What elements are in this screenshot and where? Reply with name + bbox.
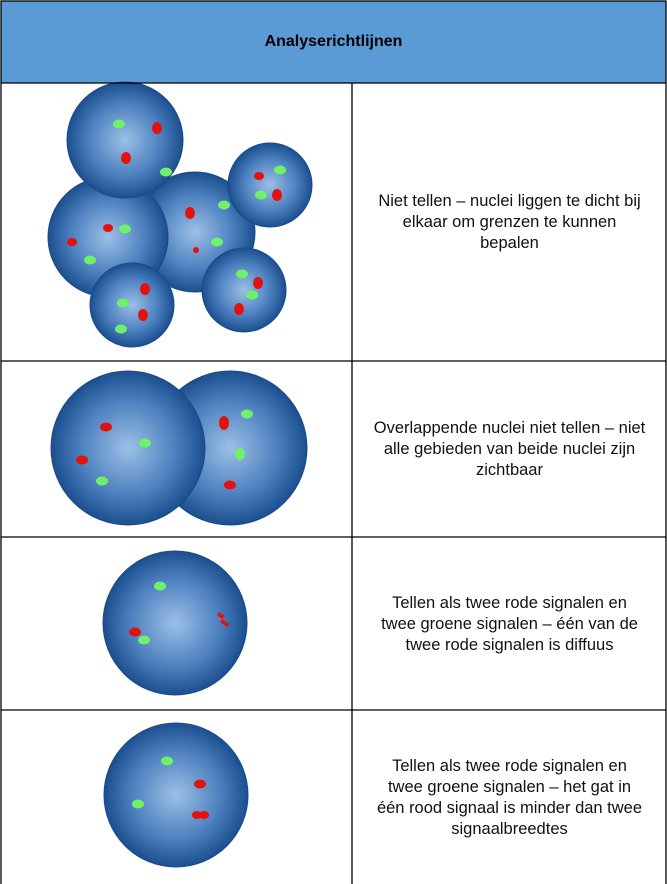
- red-signal: [192, 811, 202, 819]
- row-text: Overlappende nuclei niet tellen – niet a…: [373, 419, 646, 479]
- red-signal: [234, 303, 244, 315]
- red-signal: [254, 172, 264, 180]
- green-signal: [211, 237, 223, 247]
- cell: Tellen als twee rode signalen en twee gr…: [353, 711, 666, 884]
- green-signal: [115, 324, 127, 334]
- red-signal: [253, 277, 263, 289]
- red-signal: [272, 189, 282, 201]
- red-signal: [67, 238, 77, 246]
- red-signal: [219, 416, 229, 430]
- green-signal: [218, 200, 230, 210]
- nuclei-images: [47, 81, 313, 868]
- cell: Niet tellen – nuclei liggen te dicht bij…: [353, 84, 666, 361]
- red-signal: [129, 627, 141, 637]
- cell: Overlappende nuclei niet tellen – niet a…: [353, 362, 666, 537]
- nucleus: [102, 550, 248, 696]
- green-signal: [117, 298, 129, 308]
- header-bg: [1, 1, 666, 83]
- green-signal: [139, 438, 151, 448]
- green-signal: [119, 224, 131, 234]
- green-signal: [246, 290, 258, 300]
- green-signal: [113, 119, 125, 129]
- red-signal: [194, 779, 206, 789]
- red-signal: [199, 811, 209, 819]
- green-signal: [154, 581, 166, 591]
- red-signal: [76, 455, 88, 465]
- green-signal: [236, 269, 248, 279]
- diffuse-red-signal: [217, 612, 229, 627]
- red-signal: [103, 224, 113, 232]
- nucleus: [50, 370, 206, 526]
- red-signal: [100, 422, 112, 432]
- nucleus: [227, 142, 313, 228]
- green-signal: [138, 635, 150, 645]
- green-signal: [235, 448, 245, 460]
- red-signal: [185, 207, 195, 219]
- red-signal: [121, 152, 131, 164]
- nucleus: [66, 81, 184, 199]
- green-signal: [241, 409, 253, 419]
- nucleus: [103, 722, 249, 868]
- nucleus: [201, 247, 287, 333]
- cell: Tellen als twee rode signalen en twee gr…: [353, 538, 666, 710]
- nucleus: [89, 262, 175, 348]
- header-title: Analyserichtlijnen: [264, 33, 403, 50]
- green-signal: [96, 476, 108, 486]
- green-signal: [255, 190, 267, 200]
- red-signal: [138, 309, 148, 321]
- green-signal: [161, 756, 173, 766]
- green-signal: [84, 255, 96, 265]
- row-text: Tellen als twee rode signalen en twee gr…: [381, 593, 638, 654]
- red-signal: [140, 283, 150, 295]
- green-signal: [160, 167, 172, 177]
- green-signal: [274, 165, 286, 175]
- red-signal: [193, 247, 199, 253]
- row-text: Tellen als twee rode signalen en twee gr…: [376, 756, 643, 838]
- red-signal: [152, 122, 162, 134]
- row-text: Niet tellen – nuclei liggen te dicht bij…: [378, 192, 641, 252]
- green-signal: [132, 799, 144, 809]
- red-signal: [224, 480, 236, 490]
